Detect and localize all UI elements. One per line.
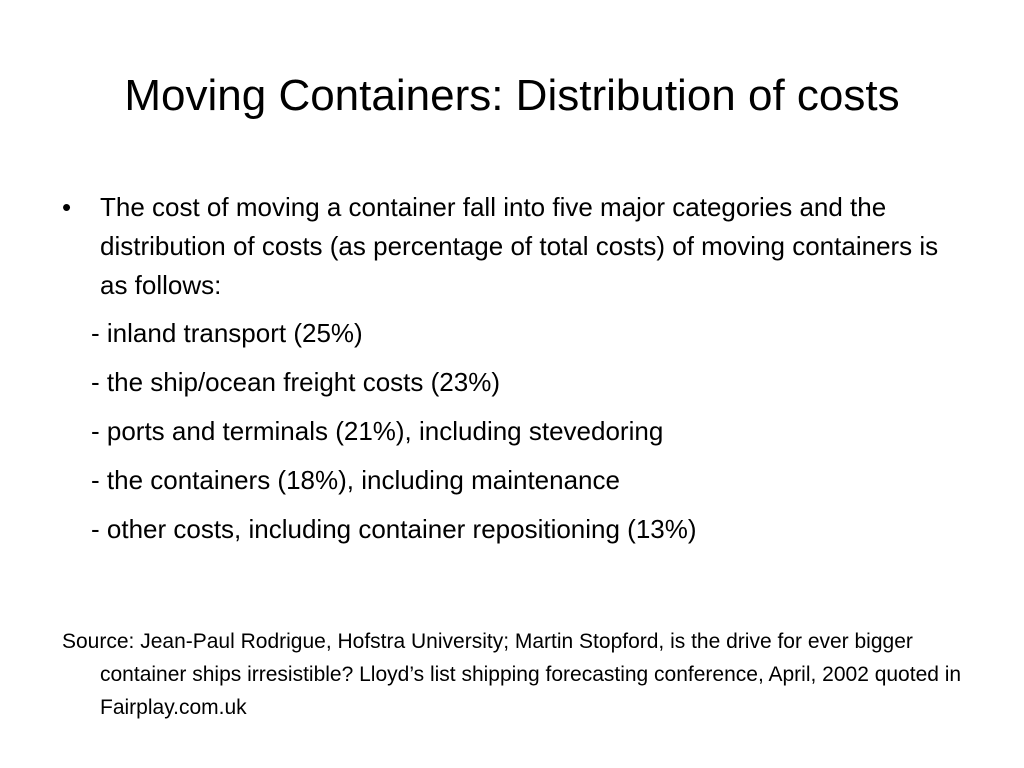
cost-category-inland-transport: - inland transport (25%) xyxy=(91,318,363,348)
bullet-item: • The cost of moving a container fall in… xyxy=(62,188,962,305)
bullet-icon: • xyxy=(62,192,72,222)
cost-category-containers: - the containers (18%), including mainte… xyxy=(91,465,620,495)
cost-category-ports-terminals: - ports and terminals (21%), including s… xyxy=(91,416,664,446)
bullet-block: • The cost of moving a container fall in… xyxy=(62,188,962,305)
bullet-text: The cost of moving a container fall into… xyxy=(100,192,939,300)
source-citation: Source: Jean-Paul Rodrigue, Hofstra Univ… xyxy=(62,630,962,719)
cost-category-other: - other costs, including container repos… xyxy=(91,514,697,544)
cost-category-list: - inland transport (25%) - the ship/ocea… xyxy=(91,316,697,561)
slide-title: Moving Containers: Distribution of costs xyxy=(124,71,900,120)
cost-category-ocean-freight: - the ship/ocean freight costs (23%) xyxy=(91,367,500,397)
